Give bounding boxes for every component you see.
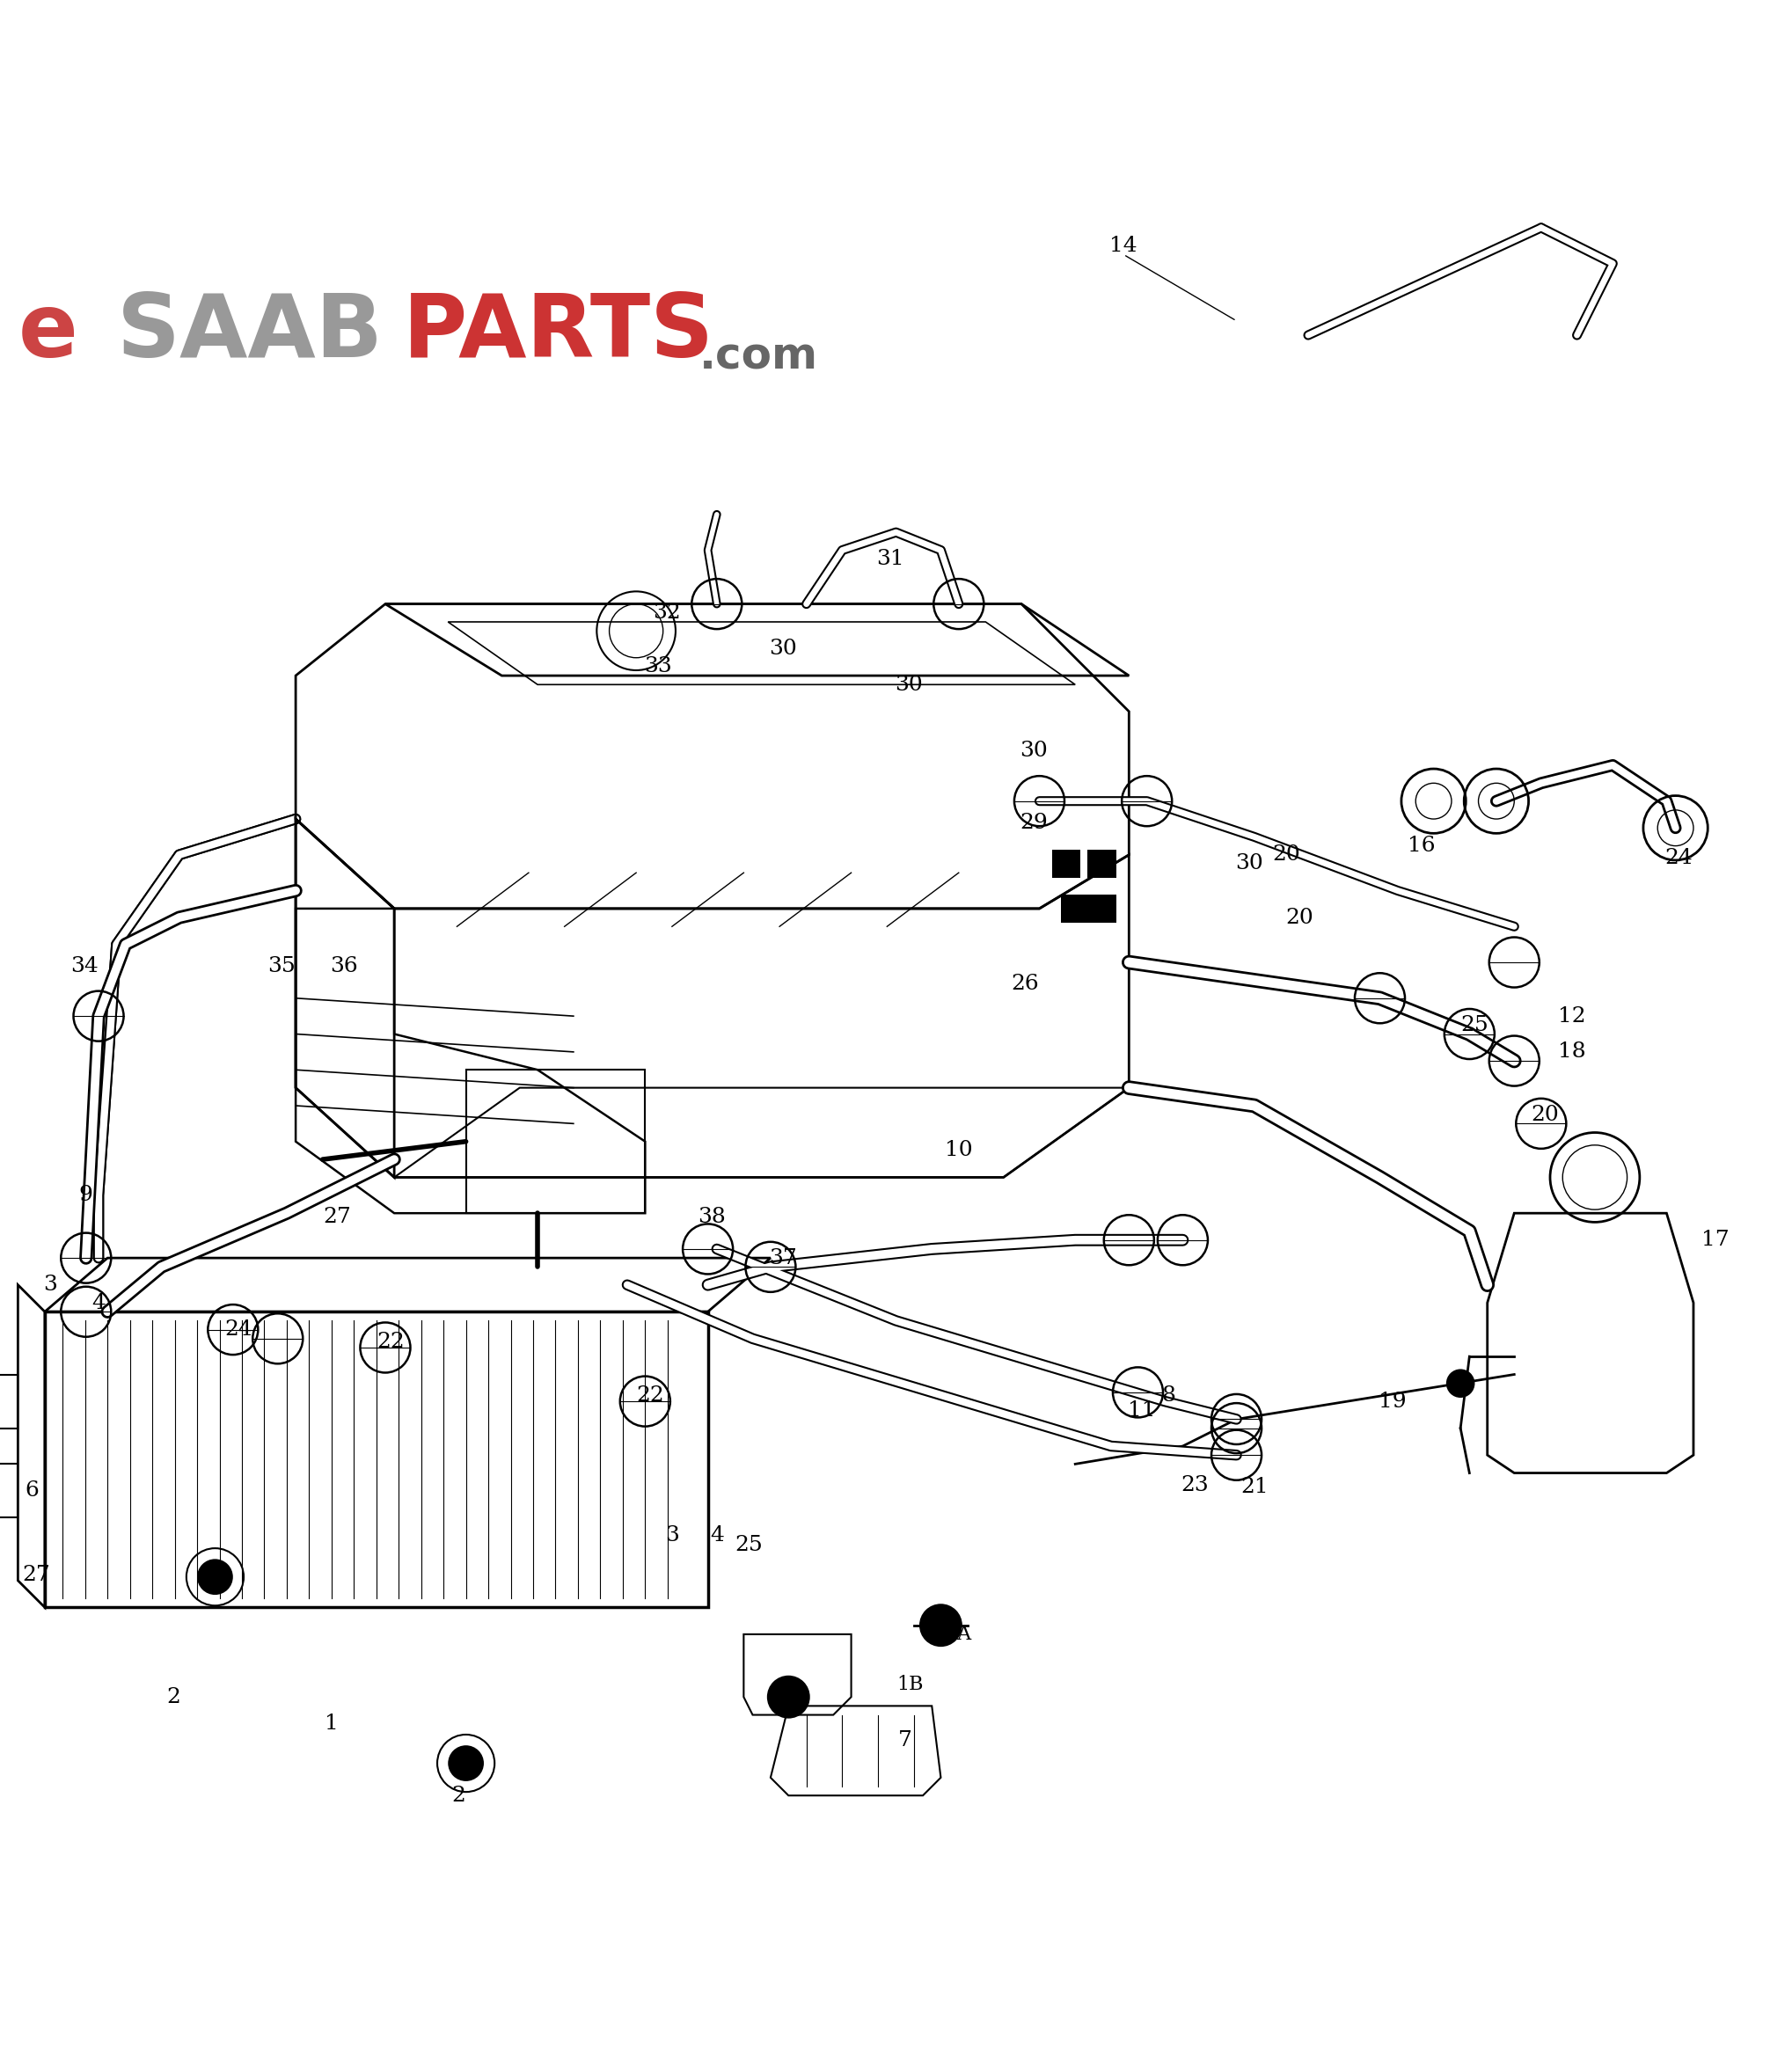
Circle shape [767,1675,810,1719]
Text: .com: .com [699,335,817,378]
Text: 16: 16 [1407,835,1435,856]
Text: 1B: 1B [898,1675,923,1694]
Text: 9: 9 [79,1185,93,1206]
Text: 37: 37 [769,1247,797,1268]
Text: 18: 18 [1557,1042,1586,1063]
Text: 20: 20 [1285,908,1314,929]
Text: 1A: 1A [946,1625,971,1644]
Text: 30: 30 [894,674,923,695]
Text: 4: 4 [710,1526,724,1545]
Bar [0,1464,18,1518]
Text: 23: 23 [1181,1474,1210,1495]
Text: 24: 24 [1665,848,1693,869]
Text: 3: 3 [43,1274,57,1295]
Text: e: e [18,290,77,376]
Text: 1: 1 [324,1714,339,1733]
Text: 30: 30 [1235,854,1263,875]
Bar [1088,850,1116,879]
Text: 20: 20 [1272,844,1301,864]
Circle shape [197,1559,233,1594]
Text: PARTS: PARTS [403,290,715,376]
Text: 29: 29 [1020,813,1048,833]
Text: 30: 30 [769,639,797,660]
Text: 11: 11 [1127,1400,1156,1421]
Text: 35: 35 [267,955,296,976]
Text: 3: 3 [665,1526,679,1545]
Text: 32: 32 [652,602,681,622]
Text: 33: 33 [643,656,672,676]
Text: 38: 38 [697,1206,726,1226]
Text: 30: 30 [1020,740,1048,761]
Text: 25: 25 [735,1534,763,1555]
Text: SAAB: SAAB [116,290,383,376]
Text: 6: 6 [25,1481,39,1501]
Text: 27: 27 [22,1565,50,1586]
Text: 17: 17 [1701,1230,1729,1251]
Text: 14: 14 [1109,236,1138,256]
Text: 7: 7 [898,1729,912,1750]
Text: 22: 22 [636,1386,665,1406]
Bar [1052,850,1081,879]
Bar [1088,893,1116,922]
Text: 12: 12 [1557,1005,1586,1026]
Text: 2: 2 [452,1785,466,1805]
Circle shape [448,1745,484,1781]
Text: 10: 10 [944,1139,973,1160]
Text: 4: 4 [91,1292,106,1313]
Text: 25: 25 [1460,1015,1489,1036]
Bar [1061,893,1090,922]
Text: 24: 24 [224,1319,253,1340]
Text: 21: 21 [1240,1477,1269,1497]
Text: 36: 36 [330,955,358,976]
Bar [45,1311,708,1607]
Text: 34: 34 [70,955,99,976]
Text: 2: 2 [167,1687,181,1706]
Text: 22: 22 [376,1332,405,1352]
Text: 27: 27 [323,1206,351,1226]
Text: 26: 26 [1011,974,1039,995]
Text: 19: 19 [1378,1392,1407,1412]
Text: 20: 20 [1530,1104,1559,1125]
Text: 8: 8 [1161,1386,1176,1406]
Circle shape [919,1605,962,1646]
Circle shape [1446,1369,1475,1398]
Text: 31: 31 [876,550,905,569]
Bar [0,1375,18,1429]
